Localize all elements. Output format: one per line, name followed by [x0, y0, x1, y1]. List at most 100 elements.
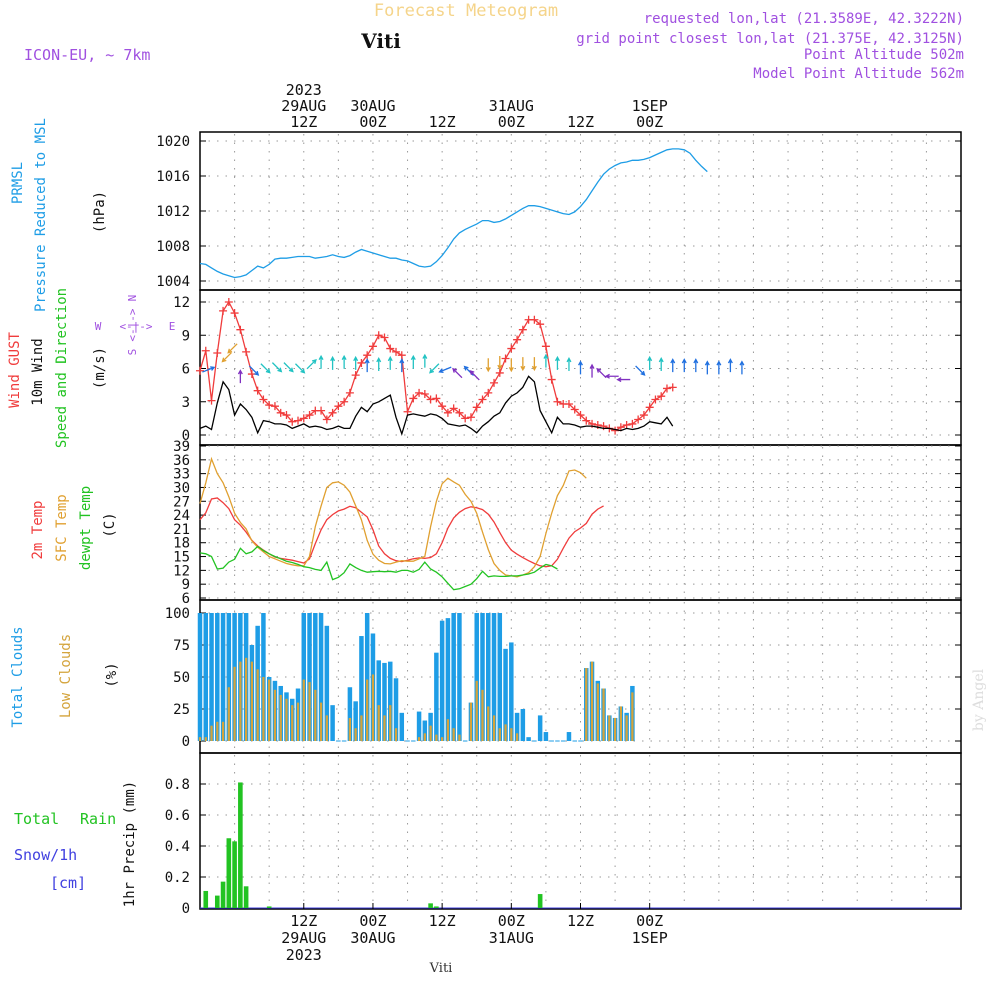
total-cloud-bar: [318, 613, 324, 741]
rain-bar: [238, 782, 243, 908]
total-cloud-bar: [215, 613, 220, 741]
temp-labels: 2m Temp SFC Temp dewpt Temp (C): [30, 486, 118, 570]
pressure-vgrid: [234, 134, 927, 288]
gust-marker: [299, 414, 308, 423]
wind-ytick-label: 12: [173, 295, 190, 311]
precip-yaxis: 0 0.2 0.4 0.6 0.8: [165, 777, 961, 917]
time-bottom-label: 30AUG: [350, 929, 395, 947]
temp-unit: (C): [102, 512, 118, 537]
low-cloud-bar: [631, 692, 634, 741]
low-cloud-bar: [262, 677, 265, 741]
temperature-ytick-label: 27: [173, 494, 190, 510]
total-cloud-bar: [388, 661, 393, 741]
total-cloud-bar: [445, 618, 451, 741]
time-top-label: 00Z: [498, 113, 525, 131]
gust-marker: [380, 333, 389, 342]
temp-label: 2m Temp: [30, 500, 46, 559]
time-top-label: 12Z: [567, 113, 594, 131]
low-cloud-bar: [446, 719, 450, 741]
wind-labels: Wind GUST 10m Wind Speed and Direction (…: [7, 288, 175, 448]
gust-marker: [547, 375, 556, 384]
low-cloud-bar: [279, 694, 282, 741]
total-cloud-bar: [301, 613, 307, 741]
temperature-ytick-label: 15: [173, 550, 190, 566]
time-axis: 202329AUG12Z12Z29AUG202330AUG00Z00Z30AUG…: [281, 81, 668, 964]
gust-marker: [662, 384, 671, 393]
temperature-ytick-label: 36: [173, 453, 190, 469]
wind-arrow: [508, 358, 514, 373]
low-cloud-bar: [296, 702, 300, 741]
clouds-ytick-label: 50: [173, 670, 190, 686]
wind-arrow: [387, 355, 393, 370]
low-cloud-bar: [492, 715, 496, 741]
gust-marker: [582, 416, 591, 425]
low-cloud-bar: [435, 734, 438, 741]
temperature-ytick-label: 21: [173, 522, 190, 538]
wind-arrow: [452, 367, 463, 379]
gust-marker: [282, 411, 291, 420]
wind-arrow: [616, 377, 631, 383]
gust-marker: [639, 411, 648, 420]
low-cloud-bar: [394, 728, 398, 741]
pressure-ytick-label: 1004: [156, 274, 190, 290]
low-cloud-bar: [244, 657, 248, 741]
cloud-labels: Total Clouds Low Clouds (%): [10, 626, 120, 727]
wind-arrow: [221, 352, 232, 363]
gust-marker: [294, 416, 303, 425]
low-cloud-bar: [417, 737, 421, 741]
total-cloud-bar: [514, 712, 520, 741]
time-bottom-label: 00Z: [636, 912, 663, 930]
gust-marker: [507, 344, 516, 353]
pressure-ytick-label: 1008: [156, 239, 190, 255]
total-cloud-bar: [474, 613, 479, 741]
total-cloud-bar: [220, 613, 226, 741]
gust-marker: [357, 358, 366, 367]
rain-bar: [226, 838, 232, 908]
gust-marker: [651, 395, 660, 404]
plot-layer: 1004100810121016102003691269121518212427…: [156, 81, 962, 964]
precip-snow-label: Snow/1h: [14, 846, 77, 864]
wind-arrow: [566, 357, 572, 371]
compass-e: E: [169, 320, 176, 333]
compass-n: N: [126, 295, 139, 302]
total-cloud-bar: [307, 613, 312, 741]
time-top-label: 1SEP: [632, 97, 668, 115]
wind-arrow: [604, 373, 619, 379]
total-cloud-bar: [330, 705, 335, 741]
clouds-panel: 0 25 50 75 100: [165, 599, 962, 754]
gust-marker: [628, 419, 637, 428]
gust-marker: [466, 413, 475, 422]
low-cloud-bar: [250, 661, 254, 741]
gust-marker: [196, 366, 204, 375]
wind-arrow: [422, 353, 428, 368]
gust-marker: [495, 368, 504, 377]
time-bottom-label: 12Z: [567, 912, 594, 930]
gust-marker: [461, 414, 470, 423]
precip-bars: [200, 782, 961, 909]
total-cloud-bar: [393, 678, 399, 741]
gust-markers: [196, 298, 677, 435]
model-altitude: Model Point Altitude 562m: [753, 66, 964, 82]
gust-marker: [564, 399, 573, 408]
time-bottom-label: 12Z: [290, 912, 317, 930]
gust-marker: [328, 408, 337, 417]
gust-marker: [392, 347, 401, 356]
low-cloud-bar: [210, 725, 213, 741]
rain-bar: [214, 895, 220, 908]
low-cloud-bar: [429, 725, 432, 741]
low-cloud-bar: [504, 724, 507, 741]
wind-ytick-label: 0: [182, 428, 190, 444]
gust-marker: [622, 421, 631, 430]
wind-arrow: [463, 365, 474, 376]
total-cloud-bar: [520, 709, 526, 741]
wind-dir-label: Speed and Direction: [54, 288, 70, 448]
total-cloud-bar: [497, 613, 503, 741]
gust-marker: [242, 347, 251, 356]
precip-panel: 0 0.2 0.4 0.6 0.8: [165, 752, 962, 917]
wind-arrow: [596, 367, 607, 379]
pressure-ytick-label: 1012: [156, 204, 190, 220]
temperature-frame: [199, 444, 962, 601]
precip-snow-unit: [cm]: [50, 874, 86, 892]
wind-arrow: [341, 354, 347, 369]
time-bottom-label: 29AUG: [281, 929, 326, 947]
